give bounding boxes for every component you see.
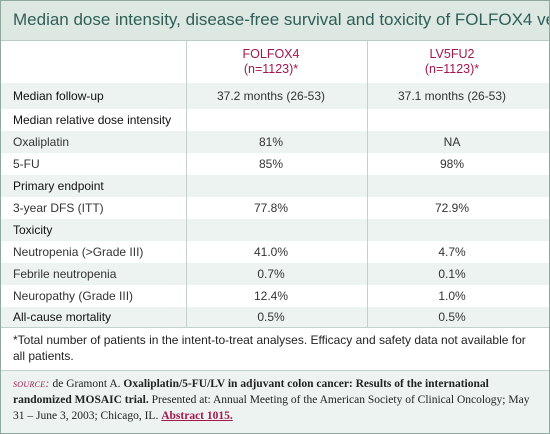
row-value-lv5fu2	[377, 219, 527, 241]
row-value-folfox4	[196, 109, 346, 131]
row-value-lv5fu2: 0.5%	[438, 310, 466, 324]
table-row: Febrile neutropenia 0.7% 0.1%	[1, 263, 549, 285]
source-article-title: Oxaliplatin/5-FU/LV in adjuvant colon ca…	[13, 378, 489, 406]
table-row: Median relative dose intensity	[1, 109, 549, 131]
row-value-lv5fu2	[377, 109, 527, 131]
source-citation: source: de Gramont A. Oxaliplatin/5-FU/L…	[13, 376, 538, 424]
column-n-folfox4: (n=1123)*	[243, 62, 299, 76]
row-label: All-cause mortality	[13, 310, 112, 324]
row-value-lv5fu2: 37.1 months (26-53)	[397, 89, 507, 103]
table-row: Neuropathy (Grade III) 12.4% 1.0%	[1, 285, 549, 307]
column-name-folfox4: FOLFOX4	[242, 47, 300, 61]
source-box: source: de Gramont A. Oxaliplatin/5-FU/L…	[1, 370, 549, 433]
row-label: 3-year DFS (ITT)	[13, 201, 104, 215]
table-row: Neutropenia (>Grade III) 41.0% 4.7%	[1, 241, 549, 263]
column-n-lv5fu2: (n=1123)*	[424, 62, 480, 76]
row-label: Neutropenia (>Grade III)	[13, 245, 144, 259]
source-authors: de Gramont A.	[52, 378, 121, 390]
source-label: source:	[13, 378, 50, 390]
row-label: Median relative dose intensity	[13, 113, 172, 127]
table-row: Median follow-up 37.2 months (26-53) 37.…	[1, 83, 549, 109]
row-value-lv5fu2: NA	[443, 135, 461, 149]
row-label: Primary endpoint	[13, 179, 104, 193]
row-value-folfox4: 81%	[258, 135, 284, 149]
table-row: Toxicity	[1, 219, 549, 241]
column-name-lv5fu2: LV5FU2	[429, 47, 475, 61]
row-label: Neuropathy (Grade III)	[13, 289, 134, 303]
table-row: 5-FU 85% 98%	[1, 153, 549, 175]
row-value-lv5fu2: 98%	[439, 157, 465, 171]
row-label: 5-FU	[13, 157, 40, 171]
abstract-link[interactable]: Abstract 1015.	[161, 410, 233, 422]
row-value-lv5fu2: 72.9%	[434, 201, 470, 215]
row-value-folfox4: 37.2 months (26-53)	[216, 89, 326, 103]
footnote: *Total number of patients in the intent-…	[13, 333, 526, 363]
row-label: Median follow-up	[13, 89, 104, 103]
column-divider	[367, 41, 368, 327]
row-value-lv5fu2: 4.7%	[438, 245, 466, 259]
table-row: All-cause mortality 0.5% 0.5%	[1, 307, 549, 327]
column-header-folfox4: FOLFOX4 (n=1123)*	[196, 47, 346, 77]
title-bar: Median dose intensity, disease-free surv…	[1, 1, 549, 41]
row-label: Oxaliplatin	[13, 135, 70, 149]
table-row: Primary endpoint	[1, 175, 549, 197]
table-title: Median dose intensity, disease-free surv…	[13, 10, 549, 29]
row-value-lv5fu2	[377, 175, 527, 197]
row-value-folfox4: 77.8%	[253, 201, 289, 215]
row-label: Febrile neutropenia	[13, 267, 117, 281]
row-value-folfox4	[196, 175, 346, 197]
row-value-folfox4: 0.7%	[257, 267, 285, 281]
row-label: Toxicity	[13, 223, 53, 237]
row-value-folfox4: 41.0%	[253, 245, 289, 259]
row-value-folfox4: 85%	[258, 157, 284, 171]
row-value-folfox4	[196, 219, 346, 241]
row-value-folfox4: 0.5%	[257, 310, 285, 324]
table-row: 3-year DFS (ITT) 77.8% 72.9%	[1, 197, 549, 219]
row-value-lv5fu2: 1.0%	[438, 289, 466, 303]
row-value-folfox4: 12.4%	[253, 289, 289, 303]
table-bottom-rule	[1, 327, 549, 328]
row-value-lv5fu2: 0.1%	[438, 267, 466, 281]
table-row: Oxaliplatin 81% NA	[1, 131, 549, 153]
source-citation-details: Presented at: Annual Meeting of the Amer…	[13, 394, 530, 422]
column-divider	[186, 41, 187, 327]
column-header-lv5fu2: LV5FU2 (n=1123)*	[377, 47, 527, 77]
